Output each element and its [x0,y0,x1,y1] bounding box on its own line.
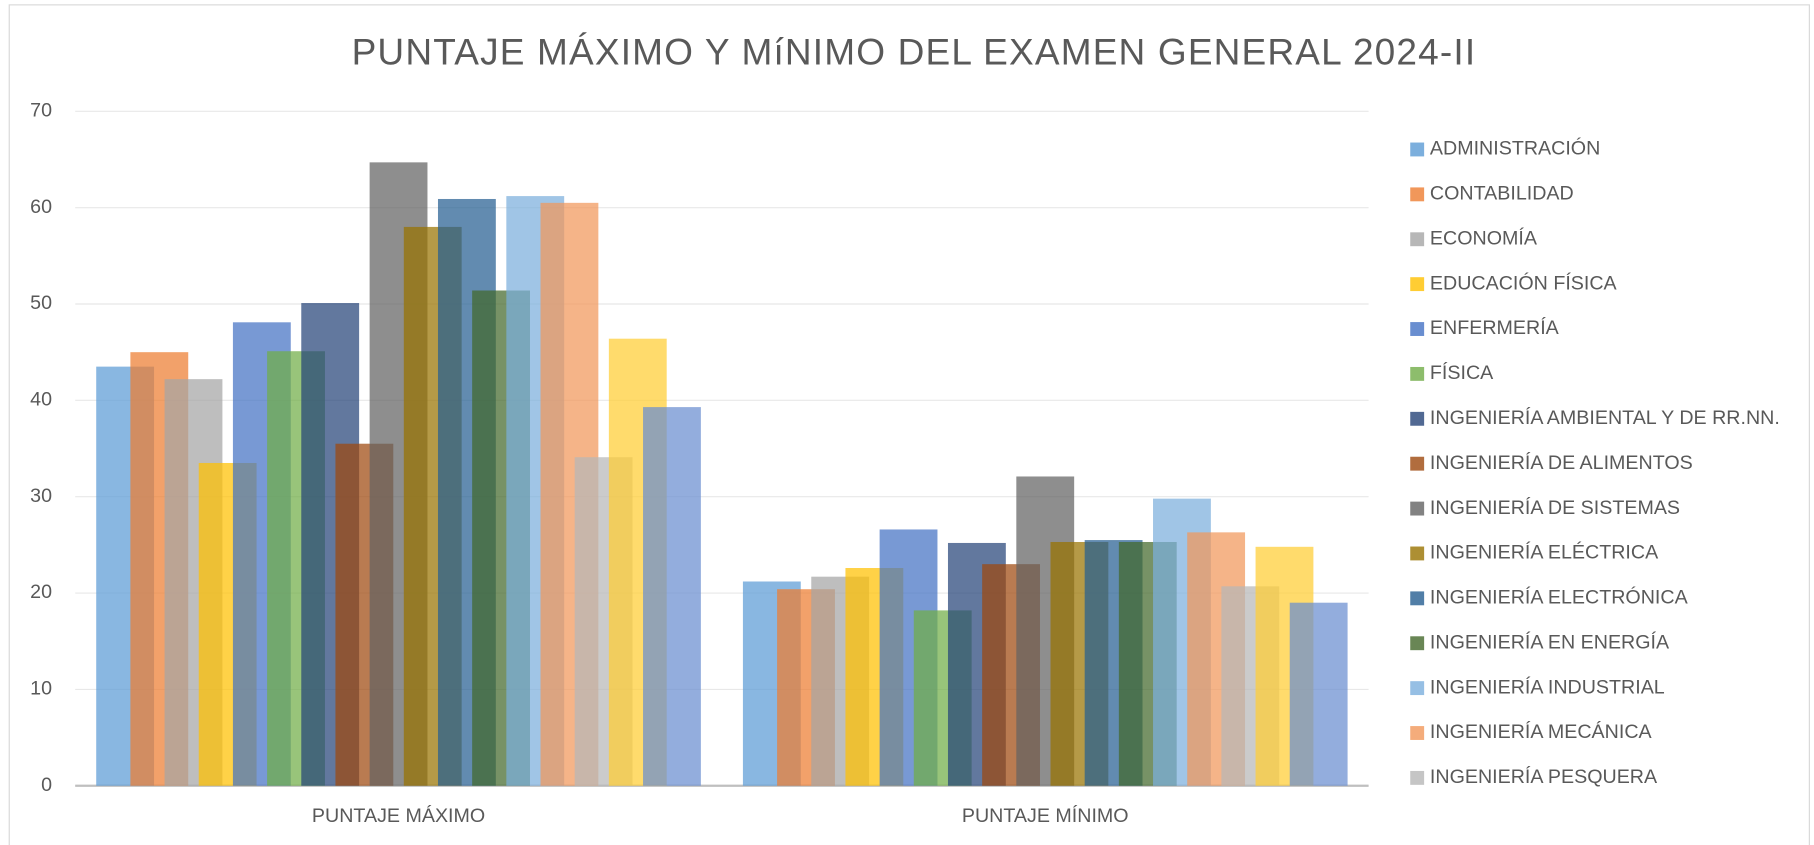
legend-swatch [1410,187,1425,202]
legend-label: ADMINISTRACIÓN [1430,137,1600,160]
legend-swatch [1410,277,1425,292]
legend-swatch [1410,546,1425,561]
x-tick-label: PUNTAJE MÍNIMO [962,804,1129,827]
legend-swatch [1410,142,1425,157]
legend-label: INGENIERÍA PESQUERA [1430,765,1658,788]
x-tick-label: PUNTAJE MÁXIMO [312,804,485,827]
bar [643,407,701,786]
legend-label: EDUCACIÓN FÍSICA [1430,271,1618,294]
y-tick-label: 0 [41,774,52,796]
legend-label: CONTABILIDAD [1430,183,1574,205]
legend-swatch [1410,636,1425,651]
legend-label: INGENIERÍA AMBIENTAL Y DE RR.NN. [1430,406,1780,429]
y-tick-label: 20 [30,581,52,603]
legend-swatch [1410,366,1425,381]
legend-swatch [1410,591,1425,606]
legend-label: FÍSICA [1430,361,1494,384]
legend-swatch [1410,681,1425,696]
legend-swatch [1410,322,1425,336]
y-tick-label: 50 [30,292,52,314]
legend-swatch [1410,770,1425,785]
legend-label: INGENIERÍA INDUSTRIAL [1430,675,1665,698]
legend-label: INGENIERÍA DE ALIMENTOS [1430,451,1693,474]
chart-title: PUNTAJE MÁXIMO Y MíNIMO DEL EXAMEN GENER… [352,30,1477,72]
legend-label: INGENIERÍA ELECTRÓNICA [1430,586,1689,609]
legend-label: ECONOMÍA [1430,226,1538,249]
y-tick-label: 60 [30,196,52,218]
legend-label: INGENIERÍA EN ENERGÍA [1430,630,1670,653]
y-tick-label: 10 [30,678,52,700]
y-tick-label: 40 [30,389,52,411]
legend-swatch [1410,456,1425,471]
y-tick-label: 30 [30,485,52,507]
legend-label: INGENIERÍA ELÉCTRICA [1430,541,1659,564]
legend-swatch [1410,232,1425,247]
legend-label: ENFERMERÍA [1430,316,1560,339]
bar [1289,602,1348,786]
legend-swatch [1410,411,1425,426]
legend-label: INGENIERÍA MECÁNICA [1430,720,1653,743]
y-tick-label: 70 [30,99,52,121]
legend-swatch [1410,501,1425,516]
legend-swatch [1410,726,1425,740]
legend-label: INGENIERÍA DE SISTEMAS [1430,496,1680,519]
